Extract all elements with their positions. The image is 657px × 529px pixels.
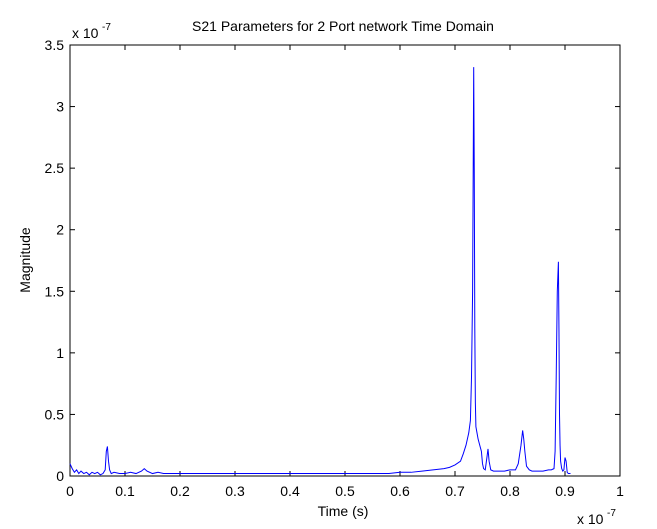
y-tick-label: 2.5 [45, 160, 65, 176]
y-tick-label: 0 [56, 468, 64, 484]
x-axis-label: Time (s) [318, 503, 369, 519]
x-tick-label: 0.6 [390, 483, 410, 499]
y-tick-label: 1.5 [45, 283, 65, 299]
chart-title: S21 Parameters for 2 Port network Time D… [192, 18, 494, 34]
x-tick-label: 0.2 [170, 483, 190, 499]
x-tick-label: 0.4 [280, 483, 300, 499]
x-scale-base: x 10 [577, 511, 604, 527]
x-tick-label: 0.1 [115, 483, 135, 499]
x-tick-label: 0.8 [500, 483, 520, 499]
x-tick-label: 0 [66, 483, 74, 499]
x-tick-label: 0.7 [445, 483, 465, 499]
y-scale-base: x 10 [72, 25, 99, 41]
y-scale-exponent: -7 [102, 22, 111, 33]
y-axis-ticks: 0 0.5 1 1.5 2 2.5 3 3.5 [45, 37, 620, 484]
series-line [69, 67, 571, 476]
y-tick-label: 1 [56, 345, 64, 361]
x-tick-label: 0.9 [555, 483, 575, 499]
x-tick-label: 1 [616, 483, 624, 499]
y-tick-label: 0.5 [45, 406, 65, 422]
y-scale-multiplier: x 10 -7 [72, 22, 111, 41]
x-scale-exponent: -7 [607, 508, 616, 519]
x-scale-multiplier: x 10 -7 [577, 508, 616, 527]
y-tick-label: 3.5 [45, 37, 65, 53]
x-tick-label: 0.3 [225, 483, 245, 499]
plot-area [69, 44, 621, 477]
y-tick-label: 2 [56, 222, 64, 238]
x-axis-ticks: 0 0.1 0.2 0.3 0.4 0.5 0.6 0.7 0.8 0.9 1 [66, 45, 624, 499]
x-tick-label: 0.5 [335, 483, 355, 499]
y-tick-label: 3 [56, 99, 64, 115]
y-axis-label: Magnitude [17, 227, 33, 293]
